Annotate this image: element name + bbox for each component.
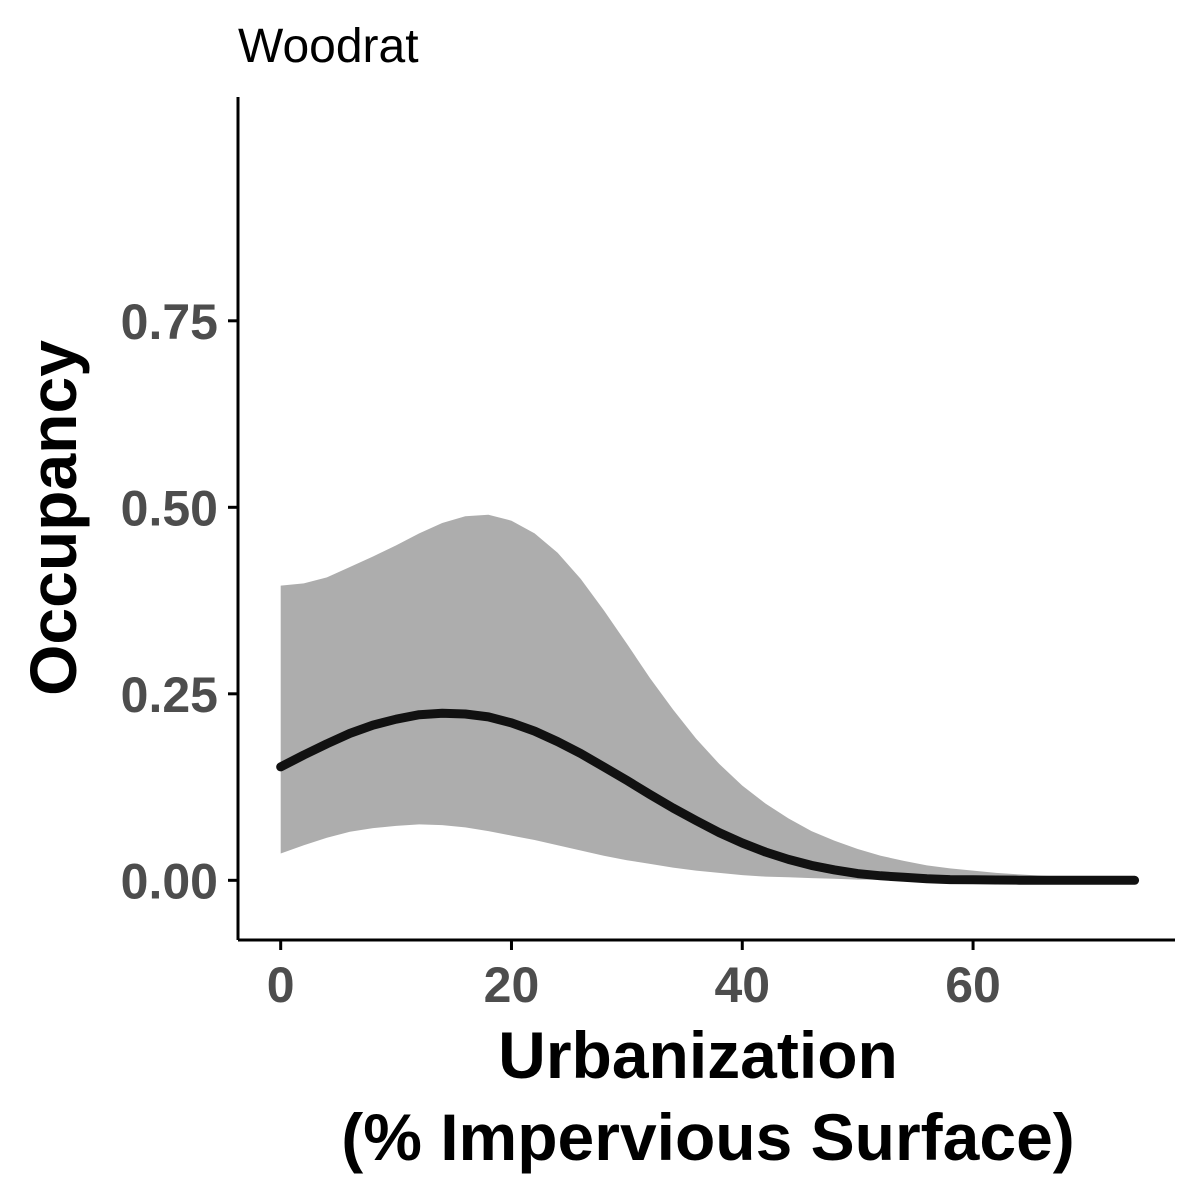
y-tick-label: 0.25 (121, 667, 218, 723)
x-tick-label: 40 (714, 957, 770, 1013)
confidence-ribbon (280, 514, 1135, 881)
occupancy-line (276, 708, 1140, 885)
y-tick-label: 0.00 (121, 853, 218, 909)
plot-area (276, 514, 1140, 885)
x-tick-label: 20 (484, 957, 540, 1013)
y-tick-label: 0.75 (121, 294, 218, 350)
axes: 0.00 0.25 0.50 0.75 0 20 40 60 (121, 97, 1175, 1013)
y-tick-label: 0.50 (121, 480, 218, 536)
x-tick-label: 60 (945, 957, 1001, 1013)
chart-title: Woodrat (238, 20, 419, 73)
y-axis-title: Occupancy (16, 340, 90, 696)
x-axis-title-line-2: (% Impervious Surface) (341, 1100, 1075, 1174)
x-axis-title-line-1: Urbanization (498, 1018, 898, 1092)
x-tick-label: 0 (267, 957, 295, 1013)
